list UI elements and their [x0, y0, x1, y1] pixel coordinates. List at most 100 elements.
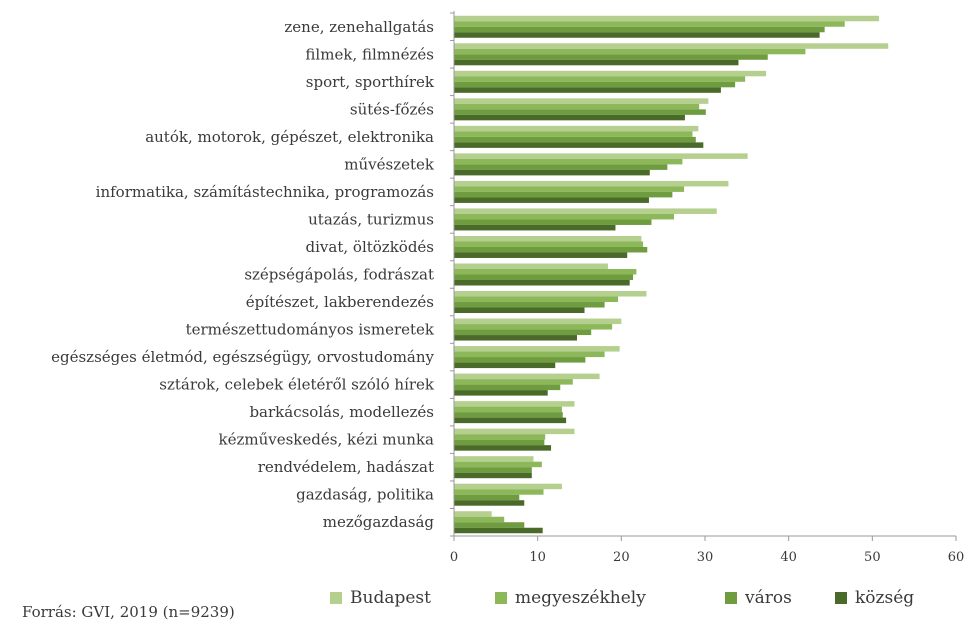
bar-község: [454, 362, 556, 369]
bar-város: [454, 384, 561, 391]
bar-megyeszékhely: [454, 269, 637, 275]
bar-város: [454, 357, 586, 363]
bar-város: [454, 439, 545, 446]
category-label: kézművesked­és, kézi munka: [219, 431, 435, 449]
chart-legend: Budapest megyeszékhely város község: [330, 588, 914, 608]
bar-Budapest: [454, 511, 492, 517]
bar-Budapest: [454, 483, 562, 490]
bar-Budapest: [454, 346, 620, 352]
bar-város: [454, 164, 668, 170]
bar-város: [454, 412, 563, 418]
bar-megyeszékhely: [454, 379, 573, 385]
bar-város: [454, 109, 706, 115]
bar-város: [454, 494, 520, 501]
source-note: Forrás: GVI, 2019 (n=9239): [22, 603, 235, 621]
bar-Budapest: [454, 153, 748, 159]
category-label: filmek, filmnézés: [305, 45, 434, 63]
bar-város: [454, 219, 652, 225]
legend-swatch-budapest: [330, 592, 342, 604]
x-tick-label: 30: [697, 550, 714, 565]
category-label: barkácsolás, modellezés: [249, 403, 434, 421]
legend-label-megyeszekhely: megyeszékhely: [515, 588, 646, 608]
bar-Budapest: [454, 373, 600, 380]
bar-megyeszékhely: [454, 516, 505, 523]
bar-község: [454, 335, 577, 341]
category-label: művészetek: [344, 155, 435, 173]
bar-megyeszékhely: [454, 213, 675, 220]
bar-megyeszékhely: [454, 489, 544, 495]
x-tick-label: 20: [613, 550, 630, 565]
legend-item-megyeszekhely: megyeszékhely: [495, 588, 725, 608]
bar-megyeszékhely: [454, 351, 605, 358]
bar-Budapest: [454, 43, 889, 49]
bar-város: [454, 54, 768, 60]
bar-Budapest: [454, 180, 729, 187]
bar-megyeszékhely: [454, 48, 806, 55]
bar-Budapest: [454, 428, 575, 435]
category-label: természettudományos ismeretek: [186, 321, 435, 339]
legend-swatch-megyeszekhely: [495, 592, 507, 604]
bar-város: [454, 246, 648, 253]
category-label: szépségápolás, fodrászat: [244, 266, 434, 284]
bar-Budapest: [454, 208, 717, 214]
bar-város: [454, 136, 696, 143]
category-label: mezőgazdaság: [323, 513, 435, 531]
bar-község: [454, 417, 567, 424]
category-label: sztárok, celebek életéről szóló hírek: [159, 376, 435, 394]
legend-label-varos: város: [745, 588, 792, 608]
bar-község: [454, 32, 820, 38]
bar-község: [454, 390, 548, 396]
bar-megyeszékhely: [454, 186, 685, 192]
bar-Budapest: [454, 125, 699, 132]
bar-város: [454, 467, 532, 473]
bar-Budapest: [454, 235, 642, 242]
bar-Budapest: [454, 98, 709, 104]
bar-város: [454, 302, 605, 308]
bar-község: [454, 252, 628, 258]
bar-város: [454, 329, 592, 336]
bar-megyeszékhely: [454, 131, 693, 137]
bar-község: [454, 280, 630, 286]
category-label: zene, zenehallgatás: [284, 18, 434, 36]
category-label: informatika, számítástechnika, programoz…: [96, 183, 434, 201]
bar-megyeszékhely: [454, 461, 542, 468]
bar-község: [454, 472, 532, 479]
category-label: építészet, lakberendezés: [246, 293, 434, 311]
category-label: utazás, turizmus: [308, 210, 434, 228]
bar-község: [454, 59, 739, 66]
x-tick-label: 60: [948, 550, 965, 565]
bar-város: [454, 274, 634, 280]
bar-Budapest: [454, 15, 880, 22]
bar-megyeszékhely: [454, 241, 644, 247]
category-label: sport, sporthírek: [306, 73, 435, 91]
x-tick-label: 50: [864, 550, 881, 565]
legend-item-varos: város: [725, 588, 835, 608]
bar-Budapest: [454, 70, 767, 77]
bar-megyeszékhely: [454, 434, 546, 440]
category-label: autók, motorok, gépészet, elektronika: [145, 128, 434, 146]
x-tick-label: 40: [780, 550, 797, 565]
bar-város: [454, 81, 736, 88]
bar-megyeszékhely: [454, 406, 562, 413]
bar-község: [454, 197, 649, 203]
x-tick-label: 0: [450, 550, 458, 565]
category-label: egészséges életmód, egészségügy, orvostu…: [51, 348, 434, 366]
legend-swatch-kozseg: [835, 592, 847, 604]
legend-label-kozseg: község: [855, 588, 915, 608]
bar-község: [454, 307, 585, 314]
legend-item-budapest: Budapest: [330, 588, 495, 608]
bar-város: [454, 191, 673, 198]
bar-község: [454, 445, 552, 451]
x-tick-label: 10: [529, 550, 546, 565]
bar-megyeszékhely: [454, 76, 746, 82]
bar-megyeszékhely: [454, 103, 700, 110]
bar-Budapest: [454, 291, 647, 297]
bar-Budapest: [454, 456, 534, 462]
bar-Budapest: [454, 263, 608, 269]
category-label: gazdaság, politika: [296, 486, 434, 504]
bar-Budapest: [454, 318, 622, 325]
bar-község: [454, 169, 650, 176]
bar-község: [454, 500, 525, 506]
legend-label-budapest: Budapest: [350, 588, 431, 608]
category-label: sütés-főzés: [350, 100, 434, 118]
